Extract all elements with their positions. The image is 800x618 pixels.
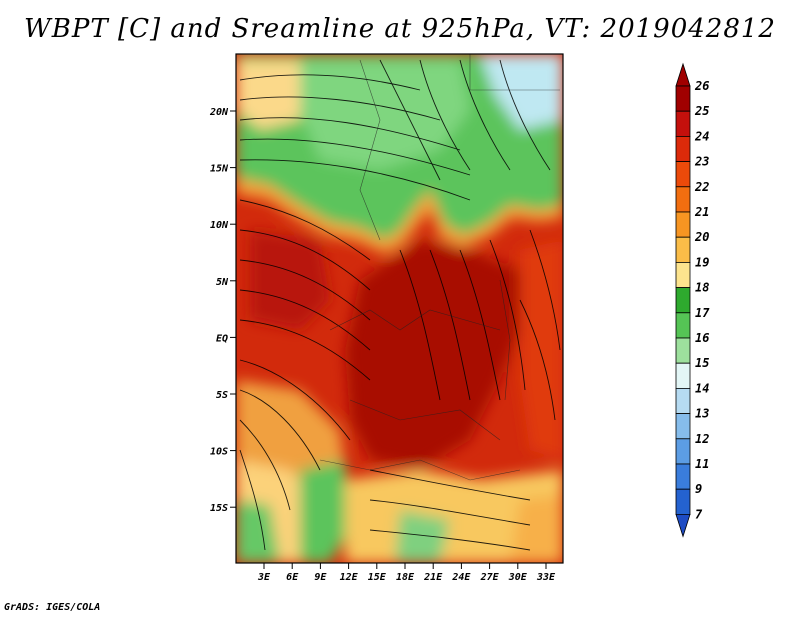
lat-label: 10N	[210, 220, 229, 231]
lon-label: 3E	[257, 572, 271, 583]
colorbar-label: 21	[694, 205, 709, 219]
lat-label: 5S	[216, 390, 228, 401]
colorbar-swatch	[675, 312, 691, 339]
colorbar-label: 15	[695, 356, 709, 370]
colorbar-swatch	[675, 135, 691, 162]
colorbar-bottom-arrow	[675, 514, 691, 538]
country-borders	[319, 54, 560, 481]
lon-label: 24E	[451, 572, 471, 583]
colorbar-swatch	[675, 287, 691, 314]
lon-label: 18E	[396, 572, 415, 583]
lat-label: 10S	[210, 447, 228, 458]
lon-label: 12E	[340, 572, 359, 583]
colorbar-swatch	[675, 387, 691, 414]
lon-label: 15E	[368, 572, 387, 583]
colorbar-swatch	[675, 110, 691, 137]
colorbar: 26 25 24 23 22 21 20 19 18 17 16 15 14 13 12 11 9 7	[675, 62, 710, 538]
colorbar-swatch	[675, 488, 691, 515]
colorbar-label: 22	[694, 180, 709, 194]
lat-label: EQ	[216, 333, 228, 344]
lon-label: 6E	[286, 572, 299, 583]
colorbar-swatch	[675, 413, 691, 440]
colorbar-label: 25	[694, 104, 709, 118]
lat-label: 5N	[216, 277, 229, 288]
colorbar-swatch	[675, 261, 691, 288]
colorbar-label: 16	[695, 331, 709, 345]
colorbar-label: 13	[695, 407, 709, 421]
colorbar-swatch	[675, 337, 691, 364]
colorbar-label: 9	[695, 482, 702, 496]
colorbar-label: 24	[694, 129, 709, 143]
colorbar-swatch	[675, 463, 691, 490]
colorbar-swatch	[675, 236, 691, 263]
lat-label: 20N	[209, 107, 229, 118]
colorbar-label: 23	[694, 155, 709, 169]
lon-label: 27E	[480, 572, 500, 583]
colorbar-label: 17	[695, 306, 710, 320]
colorbar-label: 20	[694, 230, 709, 244]
colorbar-swatch	[675, 362, 691, 389]
lon-label: 21E	[423, 572, 443, 583]
colorbar-label: 19	[695, 255, 709, 269]
grads-credit: GrADS: IGES/COLA	[4, 602, 101, 613]
colorbar-label: 12	[695, 432, 709, 446]
colorbar-label: 11	[695, 457, 709, 471]
wbpt-field	[236, 54, 563, 563]
colorbar-swatch	[675, 85, 691, 112]
map-frame	[235, 53, 564, 564]
colorbar-label: 26	[694, 79, 709, 93]
lon-label: 9E	[314, 572, 327, 583]
lon-label: 30E	[508, 572, 528, 583]
latitude-axis: 20N 15N 10N 5N EQ 5S 10S 15S	[209, 107, 236, 514]
colorbar-label: 7	[695, 507, 703, 521]
lat-label: 15N	[210, 164, 229, 175]
colorbar-label: 18	[695, 281, 709, 295]
colorbar-swatch	[675, 438, 691, 465]
colorbar-swatch	[675, 161, 691, 188]
colorbar-swatch	[675, 186, 691, 213]
lon-label: 33E	[536, 572, 556, 583]
lat-label: 15S	[210, 503, 228, 514]
longitude-axis: 3E 6E 9E 12E 15E 18E 21E 24E 27E 30E 33E	[257, 563, 556, 583]
chart-title: WBPT [C] and Sreamline at 925hPa, VT: 20…	[24, 14, 776, 44]
colorbar-swatch	[675, 211, 691, 238]
colorbar-label: 14	[695, 381, 709, 395]
colorbar-top-arrow	[675, 62, 691, 87]
streamlines	[239, 59, 561, 551]
